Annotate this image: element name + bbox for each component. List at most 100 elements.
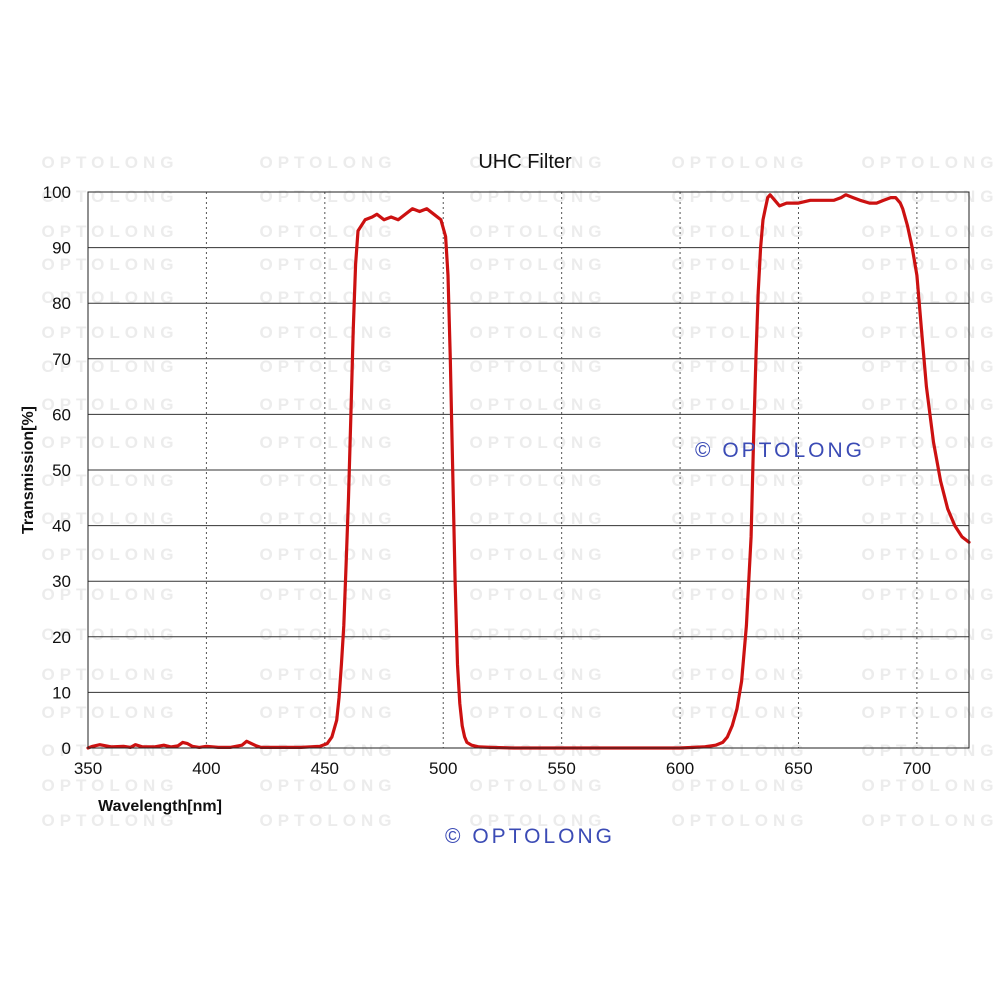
grid-layer (88, 192, 969, 748)
watermark-text: OPTOLONG (672, 665, 809, 684)
watermark-text: OPTOLONG (862, 703, 999, 722)
y-tick-label: 90 (52, 239, 71, 258)
watermark-text: OPTOLONG (672, 153, 809, 172)
watermark-text: OPTOLONG (862, 323, 999, 342)
watermark-text: OPTOLONG (862, 288, 999, 307)
watermark-text: OPTOLONG (672, 776, 809, 795)
watermark-text: OPTOLONG (672, 741, 809, 760)
watermark-text: OPTOLONG (862, 357, 999, 376)
y-axis-title: Transmission[%] (20, 406, 37, 534)
watermark-text: OPTOLONG (862, 776, 999, 795)
y-tick-label: 60 (52, 405, 71, 424)
watermark-text: OPTOLONG (672, 222, 809, 241)
watermark-text: OPTOLONG (862, 509, 999, 528)
watermark-text: OPTOLONG (260, 585, 397, 604)
watermark-text: OPTOLONG (42, 288, 179, 307)
x-tick-label: 550 (547, 759, 575, 778)
watermark-text: OPTOLONG (260, 222, 397, 241)
watermark-text: OPTOLONG (42, 665, 179, 684)
x-tick-label: 600 (666, 759, 694, 778)
watermark-text: OPTOLONG (260, 395, 397, 414)
chart-title: UHC Filter (478, 151, 572, 173)
x-tick-label: 650 (784, 759, 812, 778)
watermark-text: OPTOLONG (672, 288, 809, 307)
watermark-text: OPTOLONG (260, 255, 397, 274)
x-tick-label: 400 (192, 759, 220, 778)
watermark-layer: OPTOLONG OPTOLONG OPTOLONG OPTOLONG OPTOLONG… (42, 153, 999, 830)
watermark-text: OPTOLONG (42, 703, 179, 722)
watermark-text: OPTOLONG (260, 811, 397, 830)
watermark-text: OPTOLONG (470, 323, 607, 342)
watermark-text: OPTOLONG (862, 625, 999, 644)
y-tick-label: 30 (52, 572, 71, 591)
watermark-text: OPTOLONG (260, 509, 397, 528)
watermark-text: OPTOLONG (470, 776, 607, 795)
watermark-text: OPTOLONG (260, 665, 397, 684)
watermark-text: OPTOLONG (42, 509, 179, 528)
watermark-text: OPTOLONG (672, 625, 809, 644)
watermark-text: OPTOLONG (672, 395, 809, 414)
watermark-text: OPTOLONG (672, 545, 809, 564)
watermark-text: OPTOLONG (42, 811, 179, 830)
watermark-text: OPTOLONG (260, 545, 397, 564)
watermark-text: OPTOLONG (260, 357, 397, 376)
watermark-text: OPTOLONG (862, 811, 999, 830)
y-tick-label: 50 (52, 461, 71, 480)
watermark-text: OPTOLONG (42, 395, 179, 414)
x-tick-label: 450 (311, 759, 339, 778)
watermark-text: OPTOLONG (470, 625, 607, 644)
watermark-text: OPTOLONG (470, 545, 607, 564)
y-tick-label: 100 (43, 183, 71, 202)
watermark-text: OPTOLONG (470, 665, 607, 684)
plot-frame (87, 191, 970, 749)
watermark-text: OPTOLONG (42, 222, 179, 241)
watermark-text: OPTOLONG (470, 288, 607, 307)
watermark-text: OPTOLONG (672, 471, 809, 490)
watermark-text: OPTOLONG (470, 395, 607, 414)
watermark-text: OPTOLONG (260, 153, 397, 172)
watermark-text: OPTOLONG (672, 585, 809, 604)
watermark-text: OPTOLONG (42, 255, 179, 274)
watermark-text: OPTOLONG (470, 741, 607, 760)
watermark-text: OPTOLONG (42, 585, 179, 604)
x-axis-title: Wavelength[nm] (98, 798, 222, 815)
watermark-text: OPTOLONG (42, 471, 179, 490)
watermark-text: OPTOLONG (672, 323, 809, 342)
watermark-text: OPTOLONG (42, 625, 179, 644)
x-tick-label: 350 (74, 759, 102, 778)
watermark-text: OPTOLONG (862, 433, 999, 452)
watermark-text: OPTOLONG (672, 703, 809, 722)
watermark-text: OPTOLONG (470, 585, 607, 604)
watermark-text: OPTOLONG (470, 187, 607, 206)
watermark-text: OPTOLONG (672, 433, 809, 452)
y-tick-label: 80 (52, 294, 71, 313)
transmission-curve (86, 193, 971, 750)
watermark-text: OPTOLONG (862, 153, 999, 172)
watermark-text: OPTOLONG (260, 187, 397, 206)
watermark-text: OPTOLONG (470, 255, 607, 274)
y-tick-label: 20 (52, 628, 71, 647)
watermark-text: OPTOLONG (672, 255, 809, 274)
x-tick-label: 500 (429, 759, 457, 778)
watermark-text: OPTOLONG (470, 357, 607, 376)
watermark-text: OPTOLONG (260, 741, 397, 760)
watermark-text: OPTOLONG (862, 255, 999, 274)
watermark-text: OPTOLONG (42, 545, 179, 564)
watermark-text: OPTOLONG (42, 357, 179, 376)
y-tick-label: 0 (62, 739, 71, 758)
watermark-text: OPTOLONG (862, 665, 999, 684)
inset-brand-text: © OPTOLONG (695, 439, 865, 462)
watermark-text: OPTOLONG (672, 509, 809, 528)
watermark-text: OPTOLONG (862, 471, 999, 490)
watermark-text: OPTOLONG (862, 545, 999, 564)
watermark-text: OPTOLONG (470, 703, 607, 722)
watermark-text: OPTOLONG (470, 433, 607, 452)
watermark-text: OPTOLONG (42, 433, 179, 452)
watermark-text: OPTOLONG (260, 703, 397, 722)
watermark-text: OPTOLONG (42, 153, 179, 172)
watermark-text: OPTOLONG (260, 625, 397, 644)
watermark-text: OPTOLONG (260, 288, 397, 307)
watermark-text: OPTOLONG (470, 222, 607, 241)
x-tick-labels: 350 400 450 500 550 600 650 700 (74, 759, 931, 778)
watermark-text: OPTOLONG (260, 776, 397, 795)
